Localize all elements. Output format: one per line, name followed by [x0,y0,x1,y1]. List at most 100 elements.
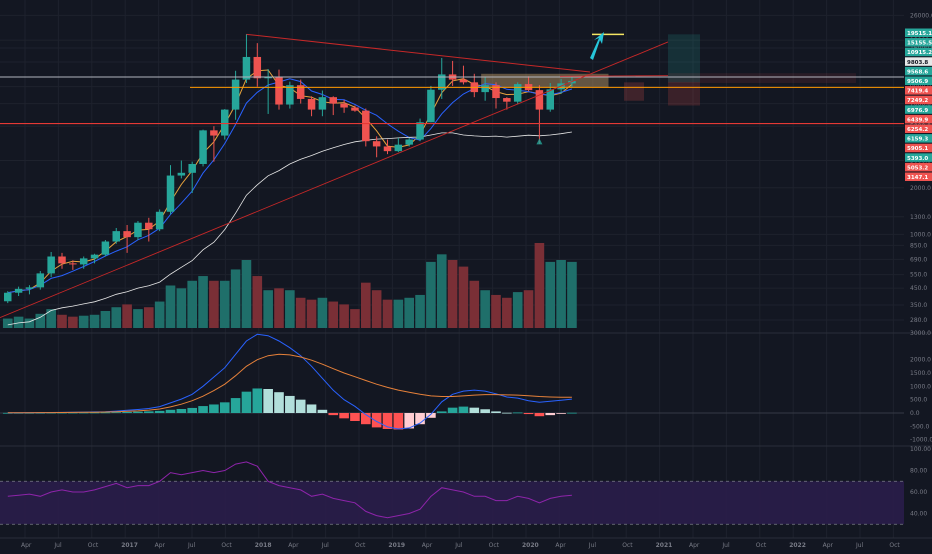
descending-trendline [246,33,591,73]
candle-body [145,222,153,230]
macd-axis-tick: 500.0 [910,397,927,404]
macd-histogram-bar [187,407,197,413]
volume-bar [57,314,67,328]
time-axis-tick: Apr [21,542,32,549]
macd-histogram-bar [165,409,176,413]
volume-bar [176,288,187,328]
volume-bar [426,261,436,328]
candle-body [36,273,45,288]
candle-body [568,80,576,84]
volume-bar [556,260,566,328]
volume-bar [567,261,577,328]
volume-bar [469,280,480,328]
volume-bar [371,290,382,328]
candle-body [362,110,370,142]
macd-histogram-bar [447,407,458,413]
macd-histogram-bar [68,412,78,414]
candle-body [383,146,392,152]
macd-histogram-bar [328,413,339,416]
macd-histogram-bar [144,411,154,413]
price-label-tag [905,153,932,162]
long-ma-line [7,131,572,326]
stop-box [668,82,700,106]
macd-histogram-bar [491,411,501,413]
volume-bar [382,299,393,328]
price-label-text: 5905.1 [907,146,928,152]
time-axis-tick: Apr [155,542,166,549]
volume-bar [458,266,469,328]
volume-bar [198,276,208,328]
volume-bar [274,288,284,328]
candle-body [101,241,110,255]
candle-body [166,175,175,212]
price-label-text: 6159.3 [907,137,928,143]
candle-body [459,79,468,83]
macd-histogram-bar [2,412,13,414]
candle-body [221,109,229,136]
time-axis-tick: Oct [622,542,633,549]
time-axis-tick: Oct [88,542,99,549]
projection-line [559,75,669,77]
time-axis-tick: Oct [889,542,900,549]
macd-histogram-bar [133,411,143,413]
macd-histogram-bar [78,412,89,414]
macd-histogram-bar [426,413,436,418]
candle-body [112,231,120,242]
volume-bar [100,311,111,328]
time-axis-tick: Jul [321,542,330,549]
candle-layer [4,34,576,304]
macd-axis-tick: 0.0 [910,410,920,417]
candle-body [79,258,88,265]
candle-body [481,85,489,93]
macd-histogram-bar [339,413,349,419]
time-axis-tick: 2021 [656,542,673,549]
rsi-line [7,461,572,519]
projection-box [624,82,644,101]
macd-histogram-bar [57,412,67,414]
time-axis-tick: Jul [187,542,196,549]
volume-bar [306,299,317,328]
macd-histogram-bar [35,412,46,414]
candle-body [210,130,218,136]
volume-bar [89,314,100,328]
candle-body [405,139,413,145]
volume-bar [415,294,425,328]
volume-bar [295,297,306,328]
candle-body [372,141,381,147]
price-label-text: 19515.1 [907,31,932,37]
macd-histogram-bar [393,413,404,430]
time-axis-tick: 2017 [121,542,138,549]
price-label-tag [905,38,932,47]
macd-histogram-bar [361,413,371,425]
candle-body [231,79,240,110]
volume-layer [2,243,577,328]
candle-body [155,211,164,230]
price-label-tag [905,47,932,57]
price-label-tag [905,76,932,85]
volume-bar [263,290,273,328]
candle-body [90,254,99,259]
candle-body [492,85,500,99]
volume-bar [2,318,13,328]
candle-body [546,89,554,110]
target-box [668,34,700,83]
time-axis-tick: Jul [721,542,730,549]
rsi-band [0,481,904,525]
macd-histogram-bar [458,406,469,413]
ascending-trendline [0,41,669,319]
volume-bar [285,290,295,328]
price-axis-tick: 26000.0 [910,12,932,19]
price-axis-tick: 690.0 [910,256,927,263]
volume-bar [545,261,556,328]
rsi-axis-tick: 40.00 [910,511,927,518]
time-axis-tick: Apr [422,542,433,549]
macd-histogram-bar [480,409,490,413]
volume-bar [241,260,252,328]
candle-body [427,89,435,123]
time-axis-tick: Oct [756,542,767,549]
price-label-tag [905,143,932,153]
macd-histogram-bar [230,398,241,413]
macd-axis-tick: -1000.0 [910,437,932,444]
price-label-text: 9803.8 [907,60,928,66]
